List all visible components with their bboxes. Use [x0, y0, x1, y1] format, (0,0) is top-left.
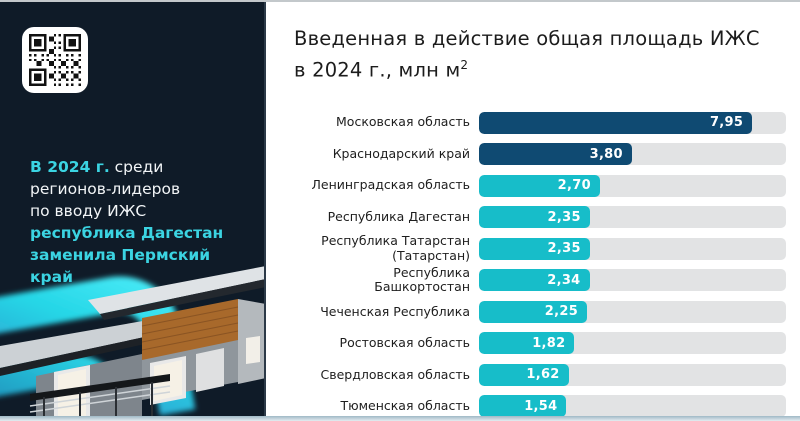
- bar-track: 2,25: [479, 300, 786, 323]
- bar-value-label: 2,70: [557, 178, 591, 194]
- chart-panel: Введенная в действие общая площадь ИЖС в …: [266, 2, 800, 418]
- bar-row: Республика Башкортостан 2,34: [294, 264, 786, 295]
- bar: 2,25: [479, 300, 588, 323]
- bar-value-label: 1,54: [524, 398, 558, 414]
- bar-row: Краснодарский край 3,80: [294, 141, 786, 167]
- qr-code-icon: [29, 34, 81, 86]
- bar-value-label: 2,25: [544, 304, 579, 320]
- bar: 2,34: [479, 269, 590, 292]
- sidebar: В 2024 г. среди регионов-лидеров по ввод…: [0, 0, 266, 421]
- bar-category-label: Республика Татарстан (Татарстан): [321, 233, 470, 263]
- bar-value-label: 7,95: [709, 115, 744, 130]
- bar-category-label: Республика Башкортостан: [374, 264, 470, 295]
- bar-value-label: 2,35: [547, 241, 581, 257]
- bar: 1,82: [479, 332, 575, 355]
- chart-title-line1: Введенная в действие общая площадь ИЖС: [294, 27, 760, 50]
- bar-track: 7,95: [479, 111, 786, 134]
- bar: 3,80: [479, 143, 632, 166]
- bar: 2,70: [479, 174, 600, 197]
- bar-value-label: 3,80: [589, 146, 623, 162]
- slide-top-border: [0, 0, 800, 2]
- chart-title-superscript: 2: [460, 58, 469, 72]
- bar-category-label: Свердловская область: [320, 366, 470, 382]
- bar-row: Республика Татарстан (Татарстан) 2,35: [294, 233, 786, 263]
- bar: 1,54: [479, 395, 567, 418]
- house: [0, 266, 266, 416]
- bar-row: Ростовская область 1,82: [294, 330, 786, 356]
- bar: 7,95: [479, 111, 753, 134]
- bar-category-label: Московская область: [336, 114, 470, 130]
- bar-category-label: Тюменская область: [340, 398, 470, 414]
- bar-value-label: 1,82: [532, 335, 566, 351]
- bar-row: Республика Дагестан 2,35: [294, 204, 786, 230]
- house-illustration: [0, 266, 266, 416]
- bar-track: 3,80: [479, 143, 786, 166]
- bar-row: Чеченская Республика 2,25: [294, 299, 786, 325]
- qr-code: [22, 27, 88, 93]
- headline-highlight-region: республика Дагестан заменила Пермский кр…: [30, 223, 224, 286]
- bar-category-label: Чеченская Республика: [320, 303, 470, 319]
- bar-track: 2,35: [479, 237, 786, 260]
- slide-bottom-border: [0, 416, 800, 421]
- bar-row: Московская область 7,95: [294, 110, 786, 136]
- chart-title-line2: в 2024 г., млн м: [294, 58, 461, 82]
- bar-track: 2,34: [479, 269, 786, 292]
- bar-track: 2,70: [479, 174, 786, 197]
- bar: 2,35: [479, 206, 590, 229]
- bar-value-label: 2,35: [547, 209, 581, 225]
- bar-row: Свердловская область 1,62: [294, 362, 786, 388]
- bar-row: Тюменская область 1,54: [294, 393, 786, 419]
- bar-value-label: 2,34: [547, 272, 581, 288]
- bar-category-label: Ростовская область: [339, 335, 470, 351]
- bar-track: 1,82: [479, 332, 786, 355]
- bar-track: 2,35: [479, 206, 786, 229]
- bar-track: 1,62: [479, 363, 786, 386]
- headline-regular-text: среди регионов-лидеров по вводу ИЖС: [30, 157, 181, 220]
- bar: 2,35: [479, 237, 590, 260]
- bar-track: 1,54: [479, 395, 786, 418]
- chart-title: Введенная в действие общая площадь ИЖС в …: [294, 26, 786, 84]
- bar-row: Ленинградская область 2,70: [294, 173, 786, 199]
- bar-category-label: Ленинградская область: [311, 177, 470, 193]
- bar-value-label: 1,62: [526, 367, 560, 383]
- headline-highlight-year: В 2024 г.: [30, 157, 110, 176]
- bar-category-label: Республика Дагестан: [327, 208, 470, 224]
- bar-category-label: Краснодарский край: [332, 145, 470, 161]
- bar-chart: Московская область 7,95 Краснодарский край…: [294, 110, 786, 420]
- bar: 1,62: [479, 363, 569, 386]
- sidebar-headline: В 2024 г. среди регионов-лидеров по ввод…: [30, 156, 252, 288]
